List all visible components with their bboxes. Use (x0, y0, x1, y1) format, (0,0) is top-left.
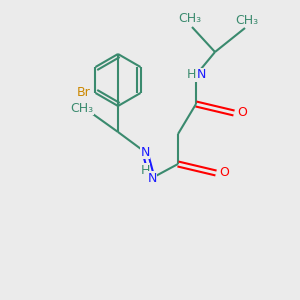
Text: N: N (147, 172, 157, 184)
Text: N: N (196, 68, 206, 82)
Text: O: O (237, 106, 247, 119)
Text: CH₃: CH₃ (70, 101, 94, 115)
Text: H: H (186, 68, 196, 82)
Text: CH₃: CH₃ (178, 13, 202, 26)
Text: N: N (140, 146, 150, 158)
Text: H: H (140, 164, 150, 176)
Text: O: O (219, 167, 229, 179)
Text: Br: Br (76, 86, 90, 100)
Text: CH₃: CH₃ (236, 14, 259, 26)
